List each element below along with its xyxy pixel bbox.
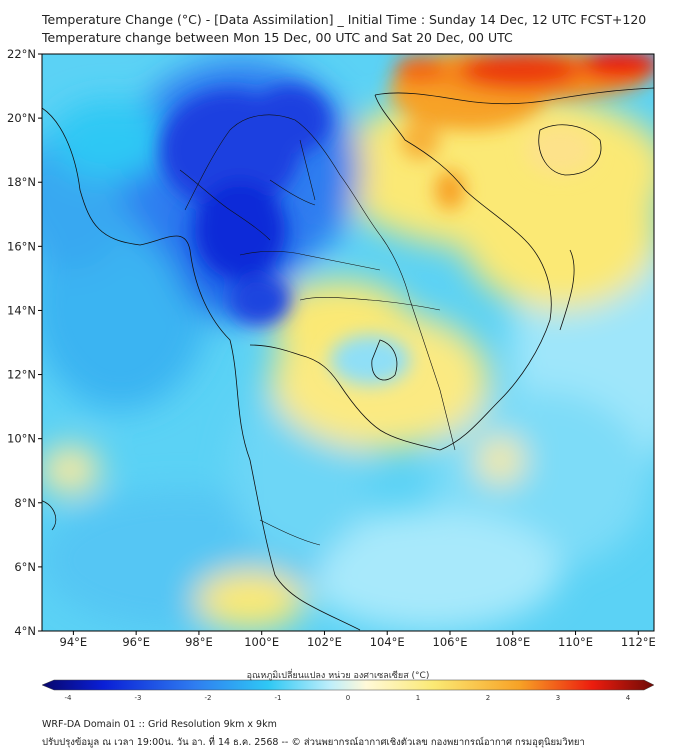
- lat-tick-label: 6°N: [14, 560, 36, 574]
- lat-tick-label: 18°N: [7, 175, 36, 189]
- temperature-map: 22°N 20°N 18°N 16°N 14°N 12°N 10°N 8°N 6°N 4°N 94…: [7, 47, 656, 700]
- colorbar-tick-label: -3: [135, 694, 142, 700]
- footer-credit: ปรับปรุงข้อมูล ณ เวลา 19:00น. วัน อา. ที…: [42, 737, 585, 748]
- lon-tick-label: 100°E: [244, 635, 279, 649]
- lat-tick-label: 8°N: [14, 496, 36, 510]
- longitude-axis: 94°E 96°E 98°E 100°E 102°E 104°E 106°E 108°E 110…: [60, 631, 656, 649]
- colorbar-tick-label: -4: [65, 694, 73, 700]
- footer-domain: WRF-DA Domain 01 :: Grid Resolution 9km …: [42, 719, 277, 730]
- plot-frame: [41, 53, 655, 632]
- lon-tick-label: 96°E: [122, 635, 150, 649]
- lon-tick-label: 112°E: [621, 635, 656, 649]
- lat-tick-label: 20°N: [7, 111, 36, 125]
- colorbar-tick-label: -1: [275, 694, 282, 700]
- lat-tick-label: 4°N: [14, 624, 36, 638]
- colorbar-tick-label: 2: [486, 694, 490, 700]
- coastlines: [42, 87, 654, 631]
- lat-tick-label: 22°N: [7, 47, 36, 61]
- lon-tick-label: 98°E: [185, 635, 213, 649]
- lon-tick-label: 102°E: [307, 635, 342, 649]
- lon-tick-label: 104°E: [370, 635, 405, 649]
- country-borders: [179, 114, 456, 546]
- lon-tick-label: 110°E: [558, 635, 593, 649]
- lat-tick-label: 12°N: [7, 368, 36, 382]
- colorbar-title: อุณหภูมิเปลี่ยนแปลง หน่วย องศาเซลเซียส (…: [246, 671, 430, 681]
- chart-title: Temperature Change (°C) - [Data Assimila…: [42, 12, 647, 27]
- colorbar-tick-label: 0: [346, 694, 350, 700]
- colorbar-tick-label: 1: [416, 694, 420, 700]
- lat-tick-label: 16°N: [7, 239, 36, 253]
- lat-tick-label: 10°N: [7, 432, 36, 446]
- colorbar-tick-label: 3: [556, 694, 560, 700]
- chart-subtitle: Temperature change between Mon 15 Dec, 0…: [42, 30, 513, 45]
- temperature-field: [42, 54, 654, 631]
- lon-tick-label: 108°E: [495, 635, 530, 649]
- lon-tick-label: 94°E: [60, 635, 88, 649]
- colorbar-tick-label: -2: [205, 694, 212, 700]
- lon-tick-label: 106°E: [433, 635, 468, 649]
- colorbar: -4 -3 -2 -1 0 1 2 3 4: [41, 679, 655, 700]
- lat-tick-label: 14°N: [7, 303, 36, 317]
- colorbar-tick-label: 4: [626, 694, 631, 700]
- latitude-axis: 22°N 20°N 18°N 16°N 14°N 12°N 10°N 8°N 6°N 4°N: [7, 47, 42, 638]
